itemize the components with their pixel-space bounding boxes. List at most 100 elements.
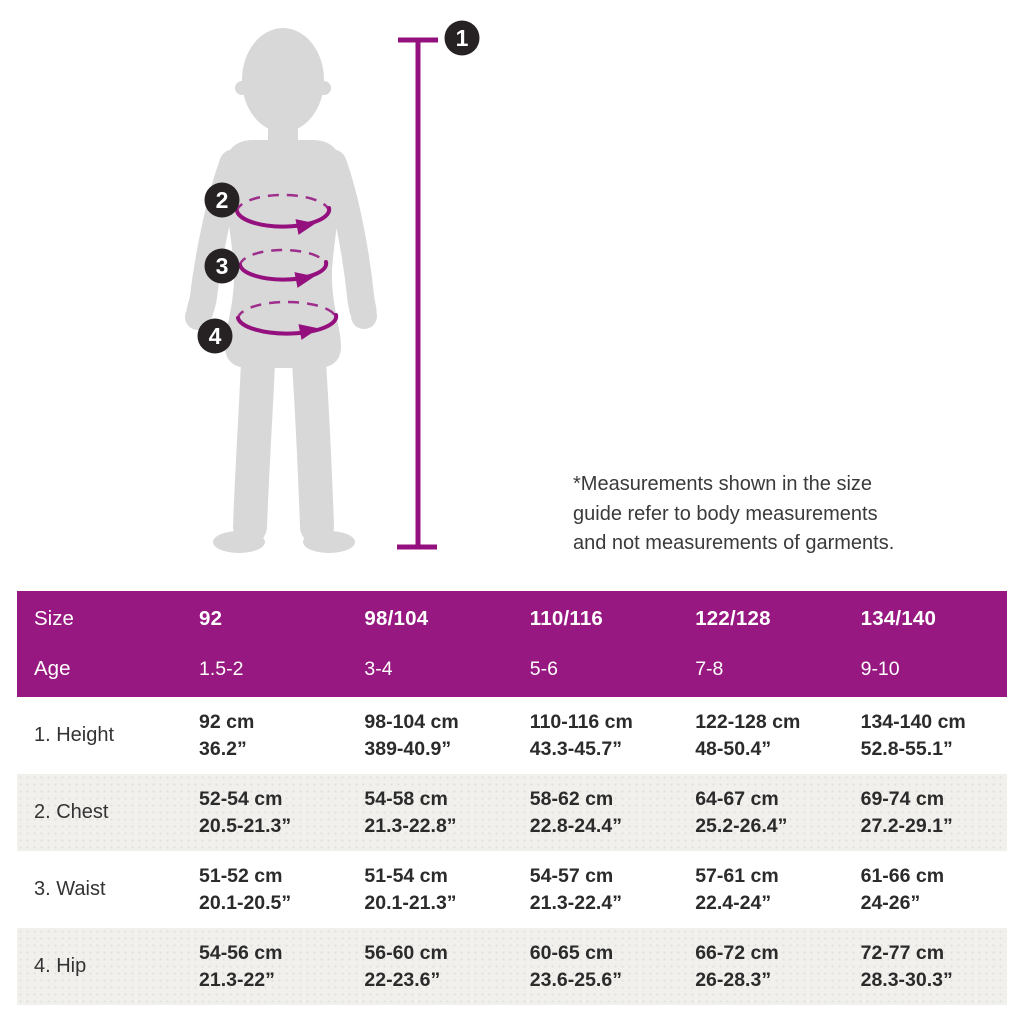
height-measure-line (397, 37, 438, 550)
table-cell: 58-62 cm 22.8-24.4” (511, 786, 676, 840)
hip-measure-ring (236, 300, 339, 340)
inch-value: 26-28.3” (695, 968, 772, 991)
table-cell: 110-116 cm 43.3-45.7” (511, 709, 676, 763)
inch-value: 43.3-45.7” (529, 737, 622, 760)
cm-value: 66-72 cm (695, 941, 779, 964)
table-cell: 92 cm 36.2” (180, 709, 345, 763)
table-row-waist: 3. Waist 51-52 cm 20.1-20.5” 51-54 cm 20… (17, 851, 1007, 928)
table-row-chest: 2. Chest 52-54 cm 20.5-21.3” 54-58 cm 21… (17, 774, 1007, 851)
cm-value: 122-128 cm (695, 710, 801, 733)
inch-value: 24-26” (860, 891, 921, 914)
cm-value: 64-67 cm (695, 787, 779, 810)
note-line: *Measurements shown in the size (573, 473, 873, 495)
inch-value: 25.2-26.4” (695, 814, 788, 837)
row-label: 1. Height (34, 724, 115, 746)
cm-value: 54-58 cm (364, 787, 448, 810)
inch-value: 389-40.9” (364, 737, 452, 760)
inch-value: 21.3-22” (199, 968, 275, 991)
size-value: 92 (199, 607, 223, 630)
marker-badge-waist: 3 (204, 248, 240, 284)
svg-text:4: 4 (209, 323, 222, 349)
svg-text:3: 3 (216, 253, 229, 279)
table-cell: 57-61 cm 22.4-24” (676, 863, 841, 917)
table-cell: 72-77 cm 28.3-30.3” (842, 940, 1007, 994)
header-age-row: Age 1.5-2 3-4 5-6 7-8 9-10 (17, 644, 1007, 694)
age-value: 7-8 (695, 657, 724, 680)
inch-value: 20.1-21.3” (364, 891, 457, 914)
inch-value: 22-23.6” (364, 968, 441, 991)
table-cell: 54-57 cm 21.3-22.4” (511, 863, 676, 917)
table-cell: 134-140 cm 52.8-55.1” (842, 709, 1007, 763)
inch-value: 23.6-25.6” (529, 968, 622, 991)
waist-arrowhead (294, 272, 315, 288)
marker-badge-hip: 4 (197, 318, 233, 354)
table-cell: 54-56 cm 21.3-22” (180, 940, 345, 994)
svg-text:2: 2 (216, 187, 229, 213)
table-cell: 51-52 cm 20.1-20.5” (180, 863, 345, 917)
inch-value: 36.2” (199, 737, 247, 760)
marker-badge-height: 1 (444, 20, 480, 56)
table-cell: 61-66 cm 24-26” (842, 863, 1007, 917)
age-value: 1.5-2 (199, 657, 244, 680)
inch-value: 21.3-22.4” (529, 891, 622, 914)
table-cell: 51-54 cm 20.1-21.3” (345, 863, 510, 917)
cm-value: 92 cm (199, 710, 255, 733)
row-label: 3. Waist (34, 878, 106, 900)
cm-value: 58-62 cm (529, 787, 614, 810)
size-table: Size 92 98/104 110/116 122/128 134/140 A… (17, 591, 1007, 1005)
row-label: 4. Hip (34, 955, 87, 977)
note-line: guide refer to body measurements (573, 502, 878, 525)
cm-value: 69-74 cm (860, 787, 945, 810)
inch-value: 28.3-30.3” (860, 968, 953, 991)
age-value: 9-10 (860, 657, 900, 680)
cm-value: 54-56 cm (199, 941, 283, 964)
table-cell: 98-104 cm 389-40.9” (345, 709, 510, 763)
cm-value: 51-54 cm (364, 864, 448, 887)
inch-value: 20.1-20.5” (199, 891, 292, 914)
inch-value: 22.8-24.4” (529, 814, 622, 837)
cm-value: 98-104 cm (364, 710, 459, 733)
chest-arrowhead (295, 219, 316, 235)
note-line: and not measurements of garments. (573, 532, 895, 554)
table-row-height: 1. Height 92 cm 36.2” 98-104 cm 389-40.9… (17, 697, 1007, 774)
chest-measure-ring (235, 193, 332, 235)
cm-value: 61-66 cm (860, 864, 945, 887)
table-cell: 69-74 cm 27.2-29.1” (842, 786, 1007, 840)
size-row-label: Size (34, 607, 74, 630)
cm-value: 52-54 cm (199, 787, 283, 810)
table-cell: 52-54 cm 20.5-21.3” (180, 786, 345, 840)
cm-value: 51-52 cm (199, 864, 283, 887)
cm-value: 56-60 cm (364, 941, 448, 964)
child-silhouette (185, 28, 377, 553)
inch-value: 52.8-55.1” (860, 737, 953, 760)
svg-text:1: 1 (456, 25, 469, 51)
marker-badge-chest: 2 (204, 182, 240, 218)
hip-arrowhead (298, 324, 319, 340)
age-row-label: Age (34, 657, 71, 680)
inch-value: 27.2-29.1” (860, 814, 953, 837)
inch-value: 21.3-22.8” (364, 814, 457, 837)
measurement-note: *Measurements shown in the size guide re… (573, 470, 953, 559)
table-cell: 56-60 cm 22-23.6” (345, 940, 510, 994)
row-label: 2. Chest (34, 801, 109, 823)
table-cell: 60-65 cm 23.6-25.6” (511, 940, 676, 994)
waist-measure-ring (238, 248, 329, 288)
table-cell: 64-67 cm 25.2-26.4” (676, 786, 841, 840)
cm-value: 60-65 cm (529, 941, 614, 964)
cm-value: 134-140 cm (860, 710, 966, 733)
cm-value: 72-77 cm (860, 941, 945, 964)
cm-value: 57-61 cm (695, 864, 779, 887)
table-cell: 66-72 cm 26-28.3” (676, 940, 841, 994)
age-value: 5-6 (529, 657, 558, 680)
size-table-header: Size 92 98/104 110/116 122/128 134/140 A… (17, 591, 1007, 697)
inch-value: 20.5-21.3” (199, 814, 292, 837)
cm-value: 110-116 cm (529, 710, 633, 733)
table-cell: 122-128 cm 48-50.4” (676, 709, 841, 763)
inch-value: 48-50.4” (695, 737, 772, 760)
inch-value: 22.4-24” (695, 891, 772, 914)
size-value: 98/104 (364, 607, 429, 630)
body-measurement-diagram: 1 2 3 4 (185, 20, 480, 553)
table-cell: 54-58 cm 21.3-22.8” (345, 786, 510, 840)
size-value: 122/128 (695, 607, 771, 630)
